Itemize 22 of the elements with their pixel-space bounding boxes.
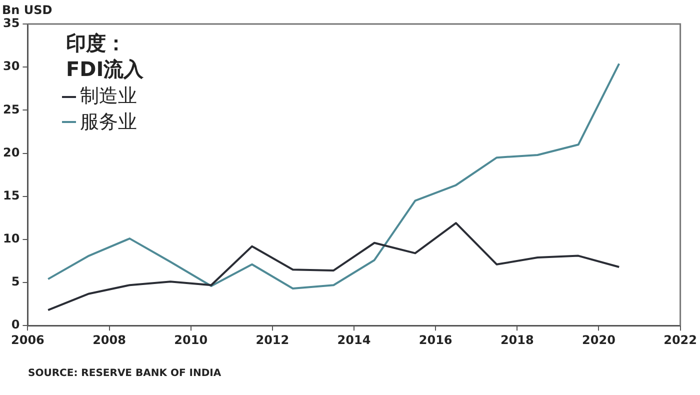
y-tick-label: 15: [2, 188, 20, 202]
y-tick-label: 35: [2, 16, 20, 30]
x-tick-label: 2020: [582, 332, 616, 347]
source-note: SOURCE: RESERVE BANK OF INDIA: [28, 368, 222, 379]
text: 印度：FDI流入: [66, 30, 145, 82]
y-tick-label: 25: [2, 102, 20, 116]
legend-label: 制造业: [80, 84, 137, 109]
y-tick-label: 20: [2, 145, 20, 160]
x-tick-label: 2022: [664, 332, 698, 347]
legend-label: 服务业: [80, 110, 137, 135]
y-tick-label: 0: [11, 318, 20, 332]
y-axis-title: Bn USD: [2, 3, 52, 17]
x-tick-label: 2016: [418, 332, 452, 347]
y-tick-label: 5: [11, 274, 20, 289]
x-tick-label: 2010: [174, 332, 208, 347]
x-tick-label: 2018: [500, 332, 534, 347]
x-tick-label: 2012: [256, 332, 290, 347]
y-tick-label: 10: [2, 232, 20, 246]
y-tick-label: 30: [2, 59, 20, 74]
x-tick-label: 2006: [10, 332, 44, 347]
x-tick-label: 2014: [337, 332, 371, 347]
x-tick-label: 2008: [92, 332, 126, 347]
